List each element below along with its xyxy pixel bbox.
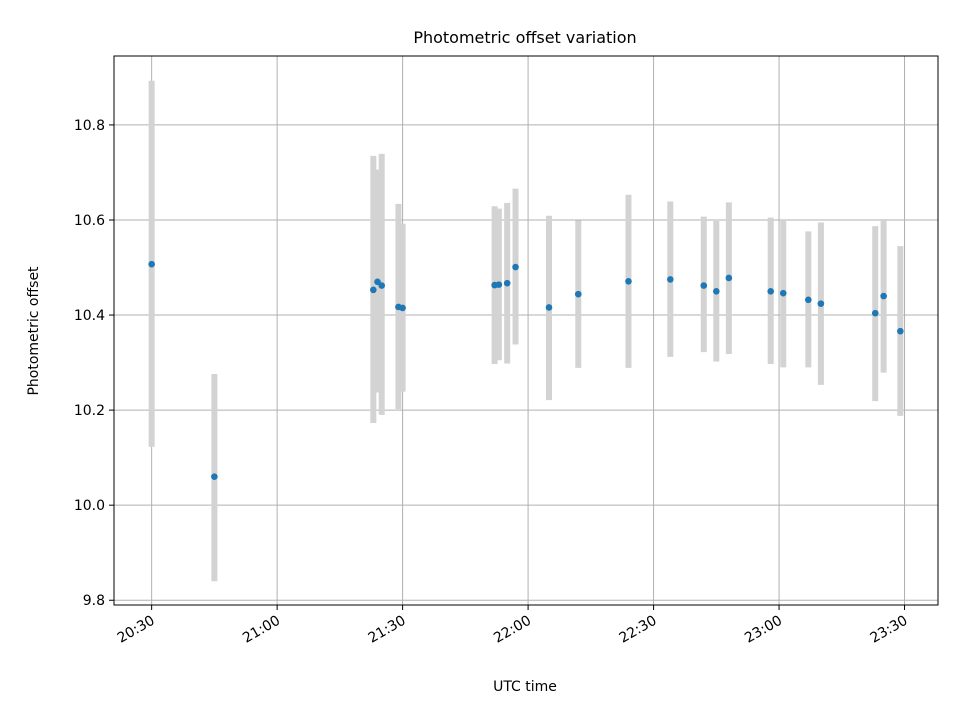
y-axis-ticks: 9.8 10.0 10.2 10.4 10.6 10.8 [74, 118, 114, 609]
y-tick-label: 10.6 [74, 213, 105, 229]
data-point [512, 263, 519, 271]
data-point [148, 260, 155, 268]
data-point [779, 289, 787, 297]
data-point [503, 279, 511, 287]
data-point [211, 473, 218, 480]
data-point [880, 292, 887, 300]
data-point [805, 296, 812, 304]
data-points [148, 260, 904, 480]
data-point [897, 327, 904, 335]
data-point [713, 287, 720, 295]
data-point [378, 282, 385, 289]
data-point [625, 278, 632, 285]
x-axis-label: UTC time [493, 679, 557, 695]
data-point [817, 300, 825, 307]
data-point [574, 290, 582, 298]
grid [114, 56, 938, 605]
y-axis-label: Photometric offset [26, 266, 42, 396]
data-point [667, 276, 674, 283]
data-point [767, 287, 774, 295]
data-point [725, 274, 733, 282]
data-point [545, 304, 553, 311]
y-tick-label: 10.8 [74, 118, 105, 134]
data-point [700, 282, 708, 289]
data-point [871, 309, 879, 317]
data-point [374, 278, 381, 286]
data-point [495, 281, 503, 288]
y-tick-label: 9.8 [83, 593, 105, 609]
y-tick-label: 10.0 [74, 498, 105, 514]
data-point [399, 304, 406, 312]
chart-title: Photometric offset variation [413, 28, 636, 47]
y-tick-label: 10.4 [74, 308, 105, 324]
y-tick-label: 10.2 [74, 403, 105, 419]
data-point [370, 286, 377, 294]
plot-area-frame [113, 55, 939, 606]
